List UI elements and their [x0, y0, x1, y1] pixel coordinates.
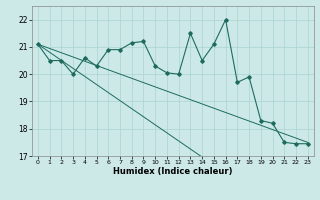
X-axis label: Humidex (Indice chaleur): Humidex (Indice chaleur): [113, 167, 233, 176]
